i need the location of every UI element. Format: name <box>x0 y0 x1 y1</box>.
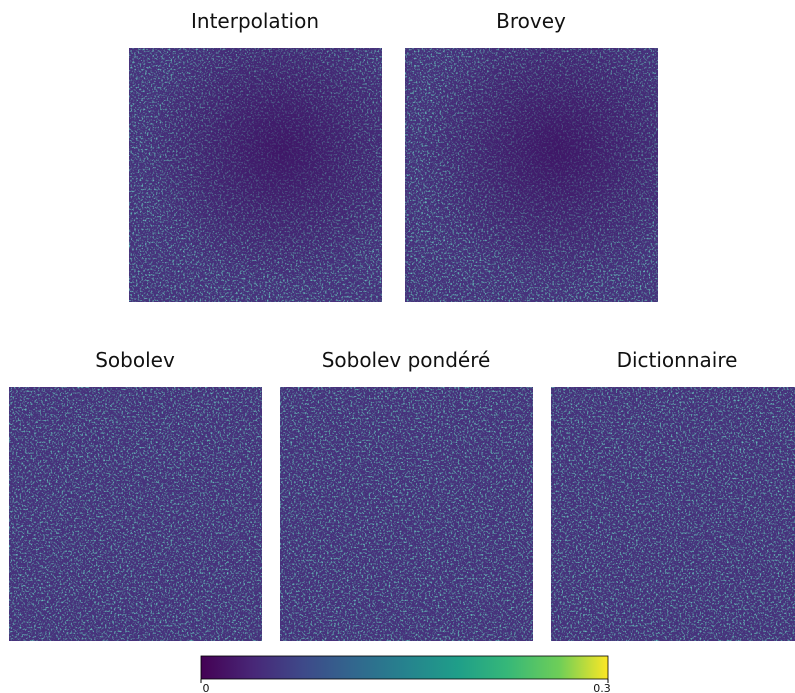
panel-title: Interpolation <box>191 9 319 33</box>
error-map <box>280 387 533 641</box>
panel-title: Dictionnaire <box>617 348 738 372</box>
panels: Interpolation Brovey Sobolev Sobolev pondér… <box>9 9 795 641</box>
colorbar-tick-label: 0 <box>203 682 210 693</box>
error-map-shade <box>405 48 658 302</box>
error-map-shade <box>129 48 382 302</box>
error-map <box>551 387 795 641</box>
colorbar-ticks: 0 0.3 <box>200 679 611 693</box>
colorbar-tick-label: 0.3 <box>593 682 611 693</box>
panel-title: Sobolev pondéré <box>322 348 491 372</box>
error-map <box>9 387 262 641</box>
colorbar <box>200 655 609 680</box>
panel-title: Brovey <box>496 9 566 33</box>
panel-title: Sobolev <box>95 348 175 372</box>
